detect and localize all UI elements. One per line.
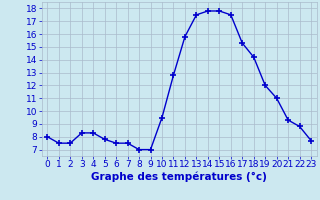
X-axis label: Graphe des températures (°c): Graphe des températures (°c) — [91, 172, 267, 182]
